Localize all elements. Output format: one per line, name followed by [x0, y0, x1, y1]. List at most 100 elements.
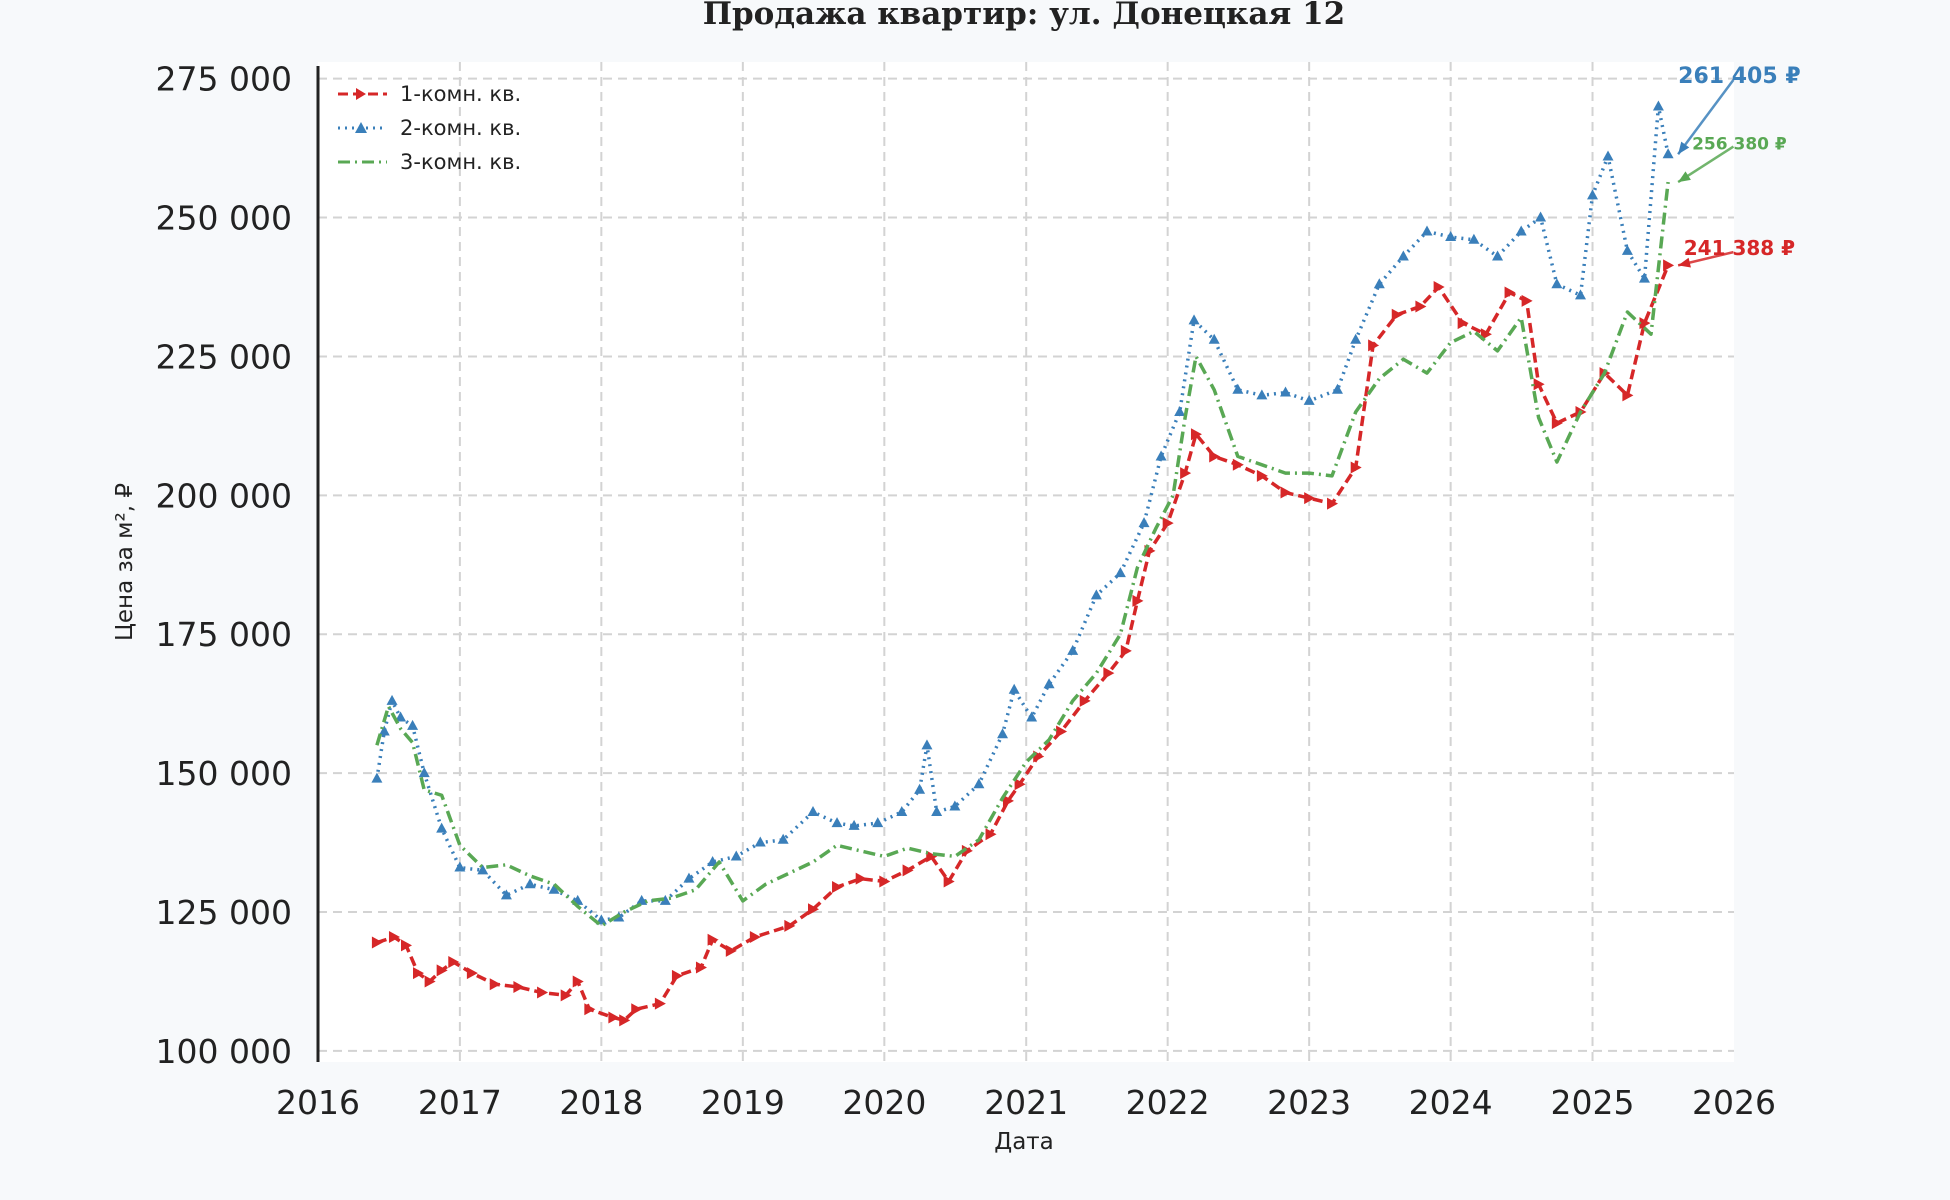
data-point	[1621, 244, 1633, 255]
data-point	[524, 878, 536, 889]
data-point	[921, 739, 933, 750]
data-point	[1373, 278, 1385, 289]
data-point	[683, 872, 695, 883]
data-point	[1155, 450, 1167, 461]
y-tick-label: 150 000	[156, 754, 292, 793]
data-point	[1256, 469, 1268, 482]
data-point	[1587, 189, 1599, 200]
data-point	[1551, 417, 1563, 430]
series-1	[371, 259, 1675, 1027]
data-point	[371, 772, 383, 783]
data-point	[424, 975, 436, 988]
legend-item-3room: 3-комн. кв.	[338, 150, 521, 174]
annotation-arrow-head	[1678, 257, 1691, 268]
data-point	[1368, 339, 1380, 352]
data-point	[997, 728, 1009, 739]
data-point	[1090, 589, 1102, 600]
data-point	[436, 964, 448, 977]
data-point	[985, 828, 997, 841]
data-point	[1303, 394, 1315, 405]
data-point	[386, 694, 398, 705]
data-point	[1433, 281, 1445, 293]
data-point	[1551, 278, 1563, 289]
data-point	[1138, 517, 1150, 528]
data-point	[1515, 225, 1527, 236]
legend-marker-2room	[355, 122, 367, 133]
legend-marker-1room	[356, 88, 366, 100]
data-point	[560, 989, 572, 1002]
legend-item-1room: 1-комн. кв.	[338, 82, 521, 106]
data-point	[730, 850, 742, 861]
x-tick-label: 2025	[1551, 1083, 1635, 1122]
data-point	[1639, 317, 1651, 330]
legend: 1-комн. кв. 2-комн. кв. 3-комн. кв.	[338, 82, 521, 174]
data-point	[707, 856, 719, 866]
data-point	[1232, 383, 1244, 394]
y-tick-label: 200 000	[156, 476, 292, 515]
data-point	[671, 969, 683, 982]
data-point	[1162, 517, 1174, 530]
data-point	[1397, 250, 1409, 261]
x-tick-labels: 2016 2017 2018 2019 2020 2021 2022 2023 2024 2025…	[276, 1083, 1776, 1122]
data-point	[466, 967, 478, 980]
data-point	[855, 872, 867, 885]
legend-label-2room: 2-комн. кв.	[400, 116, 521, 140]
data-point	[1622, 389, 1634, 402]
x-tick-label: 2019	[701, 1083, 785, 1122]
y-tick-label: 175 000	[156, 615, 292, 654]
data-point	[1652, 100, 1664, 111]
data-point	[513, 981, 525, 993]
data-point	[1391, 308, 1403, 321]
data-point	[1188, 314, 1200, 325]
data-point	[914, 783, 926, 794]
data-point	[1504, 286, 1516, 299]
data-point	[807, 903, 819, 916]
data-point	[1132, 594, 1144, 607]
data-point	[973, 778, 985, 789]
annotation-label: 256 380 ₽	[1692, 135, 1787, 155]
data-point	[418, 767, 430, 778]
data-point	[949, 800, 961, 811]
data-point	[832, 881, 844, 893]
x-tick-label: 2020	[842, 1083, 926, 1122]
data-point	[584, 1003, 596, 1016]
data-point	[848, 819, 860, 830]
data-point	[896, 806, 908, 816]
data-point	[371, 936, 383, 949]
annotations: 261 405 ₽ 256 380 ₽ 241 388 ₽	[1677, 64, 1801, 268]
y-tick-label: 250 000	[156, 199, 292, 238]
data-point	[1602, 150, 1614, 161]
y-tick-label: 275 000	[156, 60, 292, 99]
annotation-label: 261 405 ₽	[1678, 64, 1800, 89]
data-point	[777, 833, 789, 844]
data-point	[879, 875, 891, 888]
data-point	[489, 978, 501, 991]
data-point	[500, 889, 512, 900]
data-point	[548, 883, 560, 894]
data-point	[1026, 711, 1038, 722]
data-point	[1014, 778, 1026, 791]
data-point	[631, 1003, 643, 1016]
data-point	[407, 719, 419, 730]
y-tick-labels: 100 000 125 000 150 000 175 000 200 000 225 0…	[156, 60, 292, 1071]
data-point	[654, 997, 666, 1010]
x-tick-label: 2022	[1126, 1083, 1210, 1122]
data-point	[1535, 211, 1547, 222]
series-2	[371, 100, 1674, 925]
data-point	[1280, 386, 1292, 397]
x-tick-label: 2024	[1409, 1083, 1493, 1122]
data-point	[872, 817, 884, 828]
data-point	[1120, 644, 1132, 657]
data-point	[926, 850, 938, 863]
data-point	[1662, 148, 1674, 159]
data-point	[943, 875, 955, 888]
data-point	[619, 1014, 631, 1027]
data-point	[572, 975, 584, 988]
data-point	[1232, 458, 1244, 471]
annotation-label: 241 388 ₽	[1684, 236, 1795, 260]
data-point	[659, 894, 671, 905]
annotation-arrow-head	[1678, 141, 1690, 155]
x-tick-label: 2016	[276, 1083, 360, 1122]
data-point	[436, 822, 448, 833]
